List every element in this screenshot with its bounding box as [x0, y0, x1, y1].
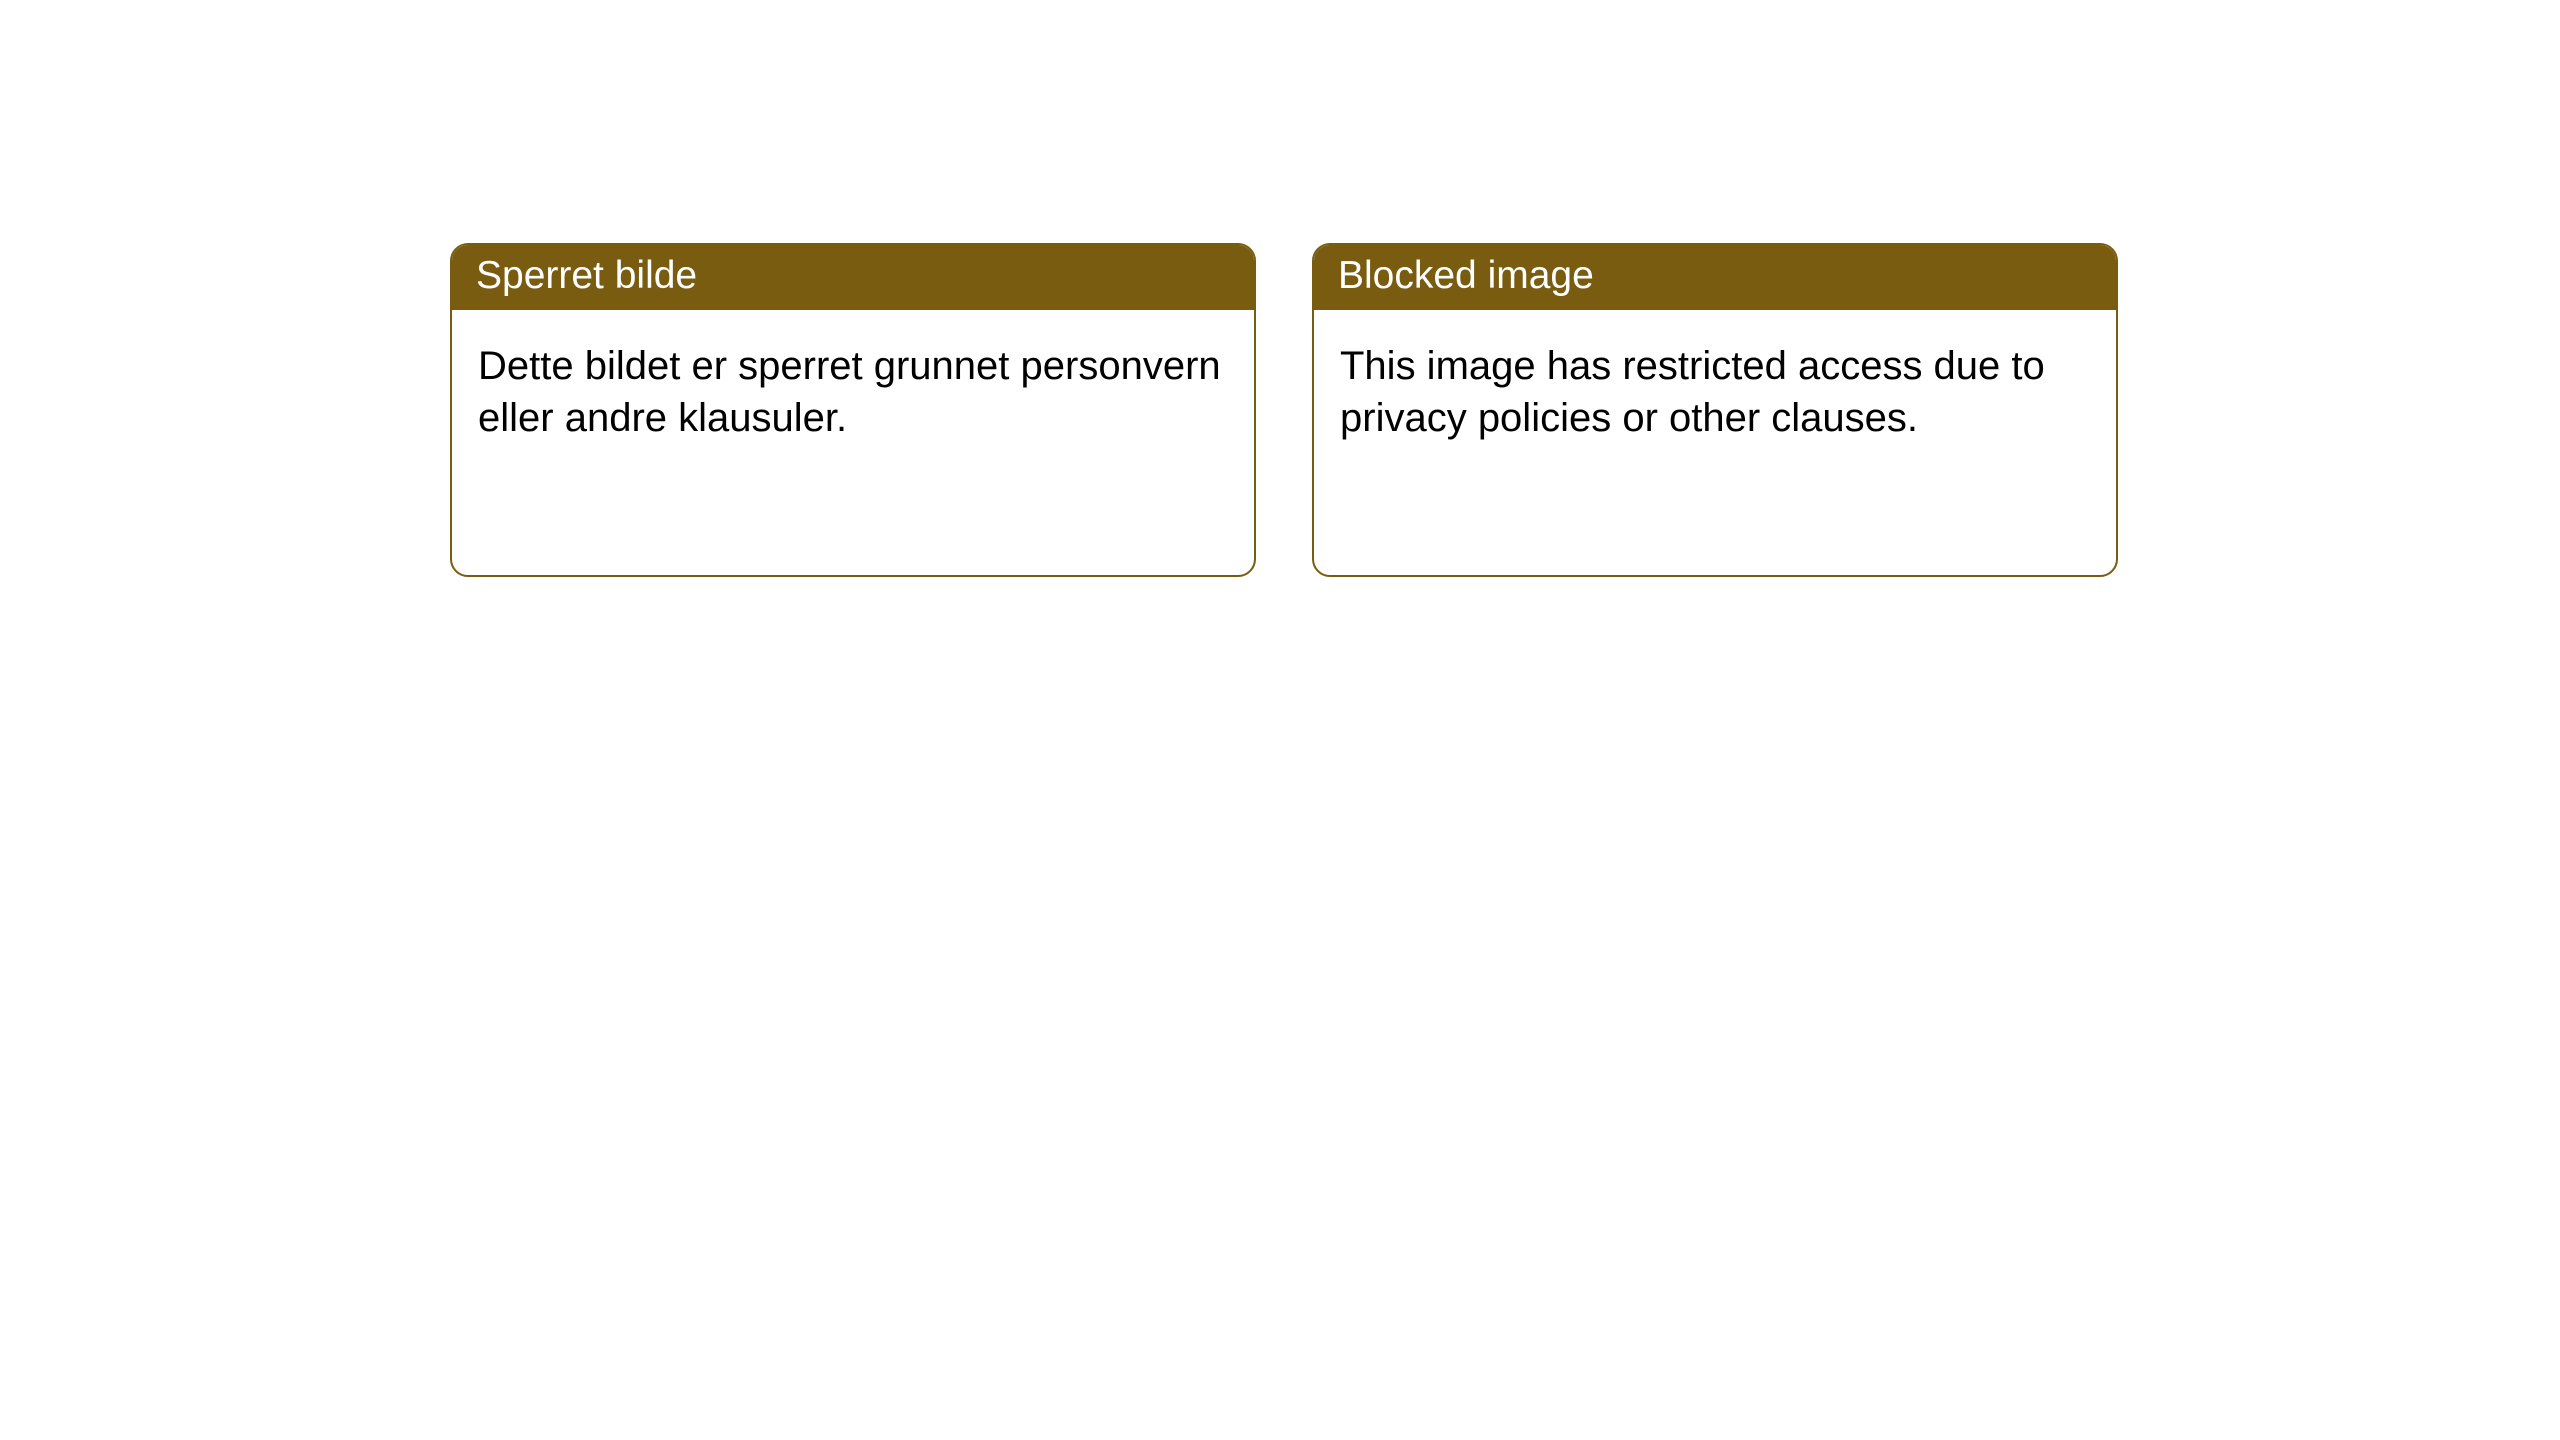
notice-body: This image has restricted access due to … — [1314, 310, 2116, 474]
notice-panel-norwegian: Sperret bilde Dette bildet er sperret gr… — [450, 243, 1256, 577]
notice-header: Sperret bilde — [452, 245, 1254, 310]
notice-header: Blocked image — [1314, 245, 2116, 310]
notice-panels-container: Sperret bilde Dette bildet er sperret gr… — [0, 0, 2560, 577]
notice-panel-english: Blocked image This image has restricted … — [1312, 243, 2118, 577]
notice-body: Dette bildet er sperret grunnet personve… — [452, 310, 1254, 474]
